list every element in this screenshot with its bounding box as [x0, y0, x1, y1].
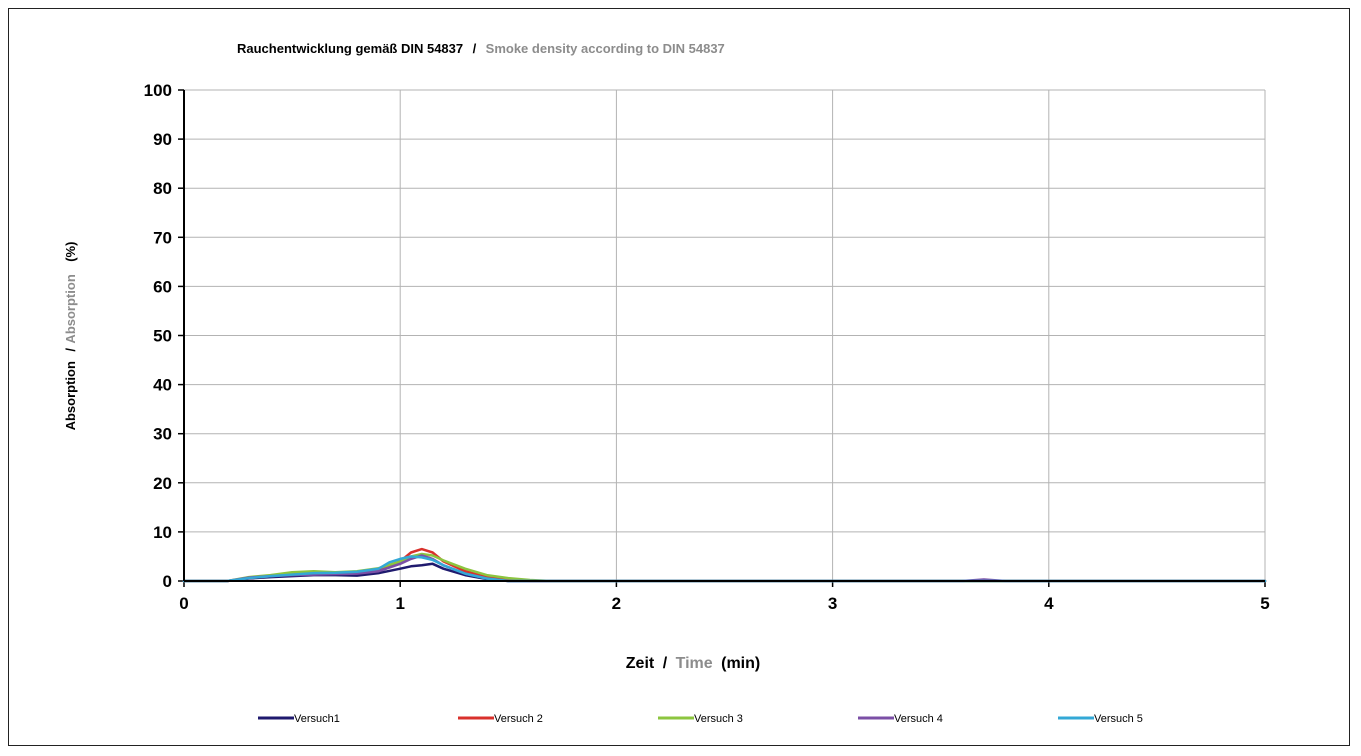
- x-axis-ticks: 0 1 2 3 4 5: [179, 581, 1270, 613]
- x-tick-label: 5: [1260, 594, 1269, 613]
- legend-label: Versuch 2: [494, 713, 543, 725]
- chart-title-separator: /: [473, 41, 477, 56]
- x-axis-label-sub: Time: [676, 655, 713, 672]
- legend-label: Versuch1: [294, 713, 340, 725]
- x-axis-label-separator: /: [663, 655, 668, 672]
- y-tick-label: 20: [153, 474, 172, 493]
- x-tick-label: 3: [828, 594, 837, 613]
- x-tick-label: 0: [179, 594, 188, 613]
- y-axis-label-separator: /: [63, 348, 78, 352]
- y-tick-label: 80: [153, 179, 172, 198]
- x-axis-label-main: Zeit: [626, 655, 655, 672]
- legend: Versuch1 Versuch 2 Versuch 3 Versuch 4 Versu…: [258, 713, 1143, 725]
- series-line-versuch-3: [182, 552, 1267, 583]
- chart-title-sub: Smoke density according to DIN 54837: [486, 41, 725, 56]
- x-axis-label: Zeit / Time (min): [626, 655, 760, 672]
- y-tick-label: 50: [153, 327, 172, 346]
- x-tick-label: 2: [612, 594, 621, 613]
- y-tick-label: 90: [153, 130, 172, 149]
- y-tick-label: 30: [153, 425, 172, 444]
- legend-label: Versuch 4: [894, 713, 943, 725]
- y-tick-label: 100: [144, 81, 172, 100]
- x-axis-label-unit: (min): [721, 655, 760, 672]
- y-tick-label: 40: [153, 376, 172, 395]
- y-axis-label-unit: (%): [63, 242, 78, 262]
- grid: [184, 89, 1266, 581]
- x-tick-label: 1: [395, 594, 404, 613]
- y-axis-label-sub: Absorption: [63, 274, 78, 343]
- series-line-versuch-5: [182, 555, 1267, 583]
- series-lines: [182, 547, 1267, 583]
- chart-frame: [8, 8, 1350, 746]
- legend-label: Versuch 3: [694, 713, 743, 725]
- y-tick-label: 10: [153, 523, 172, 542]
- y-axis-label: Absorption / Absorption (%): [62, 242, 79, 431]
- chart-title: Rauchentwicklung gemäß DIN 54837 / Smoke…: [237, 40, 725, 57]
- x-tick-label: 4: [1044, 594, 1054, 613]
- chart-title-main: Rauchentwicklung gemäß DIN 54837: [237, 41, 463, 56]
- y-tick-label: 60: [153, 277, 172, 296]
- legend-label: Versuch 5: [1094, 713, 1143, 725]
- y-axis-ticks: 0 10 20 30 40 50 60 70 80 90 100: [144, 81, 184, 591]
- y-tick-label: 0: [163, 572, 172, 591]
- y-axis-label-main: Absorption: [63, 361, 78, 430]
- series-line-versuch-4: [182, 554, 1267, 583]
- y-tick-label: 70: [153, 228, 172, 247]
